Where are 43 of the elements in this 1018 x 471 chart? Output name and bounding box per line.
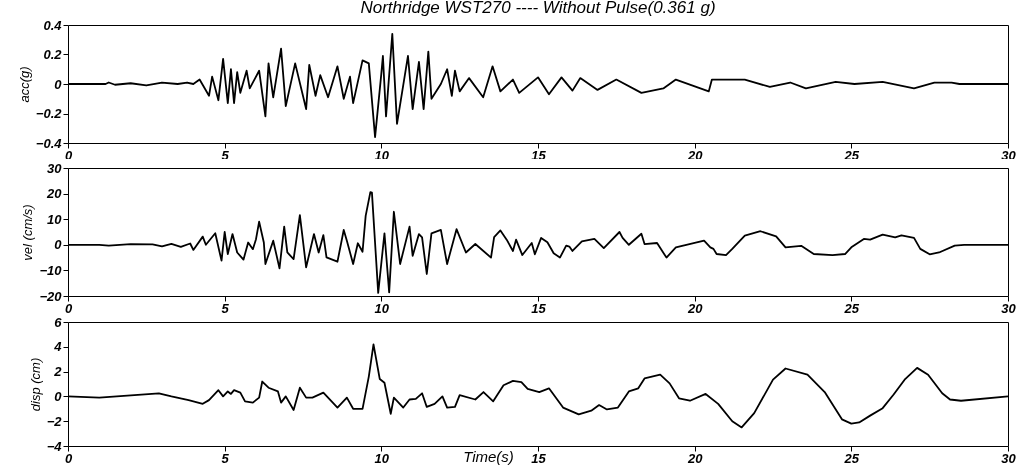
x-tick-label: 10 (374, 300, 390, 316)
y-axis-title: acc(g) (16, 66, 32, 103)
x-tick-label: 25 (843, 450, 860, 466)
x-tick-label: 15 (531, 300, 547, 316)
y-tick-label: −0.4 (35, 135, 63, 151)
y-axis-title: vel (cm/s) (20, 204, 36, 261)
y-tick-label: 0 (54, 76, 63, 92)
x-tick-label: 15 (531, 450, 547, 466)
x-tick-label: 10 (374, 147, 390, 163)
x-tick-label: 0 (64, 147, 73, 163)
x-tick-label: 5 (221, 450, 230, 466)
x-tick-label: 0 (64, 450, 73, 466)
y-tick-label: 20 (46, 186, 63, 202)
y-tick-label: −4 (46, 438, 63, 454)
chart-title: Northridge WST270 ---- Without Pulse(0.361 g) (360, 0, 716, 17)
x-tick-label: 5 (221, 147, 230, 163)
x-tick-label: 15 (531, 147, 547, 163)
x-tick-label: 0 (64, 300, 73, 316)
y-tick-label: 10 (47, 211, 63, 227)
x-tick-label: 5 (221, 300, 230, 316)
x-axis-title: Time(s) (463, 447, 514, 465)
y-tick-label: −0.2 (35, 106, 63, 121)
x-tick-label: 25 (843, 300, 860, 316)
x-tick-label: 20 (686, 300, 704, 316)
x-tick-label: 30 (1001, 450, 1017, 466)
y-tick-label: −2 (46, 413, 63, 429)
y-axis-title: disp (cm) (27, 357, 43, 412)
x-tick-label: 20 (686, 450, 704, 466)
x-tick-label: 30 (1001, 300, 1017, 316)
y-tick-label: 2 (53, 364, 63, 380)
y-tick-label: 0.2 (43, 47, 63, 62)
x-tick-label: 30 (1001, 147, 1017, 163)
x-tick-label: 20 (686, 147, 704, 163)
y-tick-label: 0 (54, 388, 63, 404)
y-tick-label: −10 (39, 262, 63, 278)
x-tick-label: 25 (843, 147, 860, 163)
y-tick-label: 6 (54, 314, 63, 330)
y-tick-label: 0.4 (43, 17, 63, 33)
y-tick-label: 30 (47, 160, 63, 176)
x-tick-label: 10 (374, 450, 390, 466)
y-tick-label: −20 (39, 288, 63, 304)
y-tick-label: 4 (53, 339, 63, 355)
y-tick-label: 0 (54, 237, 63, 253)
